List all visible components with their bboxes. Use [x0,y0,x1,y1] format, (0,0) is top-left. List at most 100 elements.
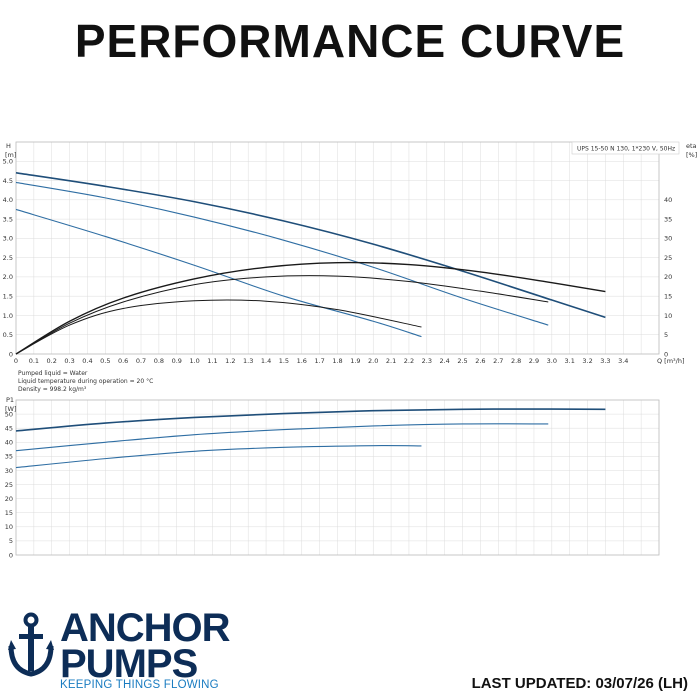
y-tick-label: 0 [9,551,13,559]
x-tick-label: 1.1 [207,357,217,365]
plot-frame-top [15,141,660,355]
x-axis-label: Q [m³/h] [657,357,685,365]
x-tick-label: 1.2 [225,357,235,365]
x-tick-label: 0.9 [172,357,182,365]
x-tick-label: 0.2 [47,357,57,365]
y-tick-label: 5.0 [3,158,13,166]
y-tick-label: 4.5 [3,177,13,185]
x-tick-label: 2.6 [475,357,485,365]
y-tick-label: 30 [5,467,13,475]
head-curve-2 [15,208,422,338]
x-tick-label: 0.1 [29,357,39,365]
x-tick-label: 1.4 [261,357,271,365]
x-tick-label: 2.5 [457,357,467,365]
x-tick-label: 0.3 [64,357,74,365]
y-tick-label: 20 [5,495,13,503]
y-tick-label: 4.0 [3,196,13,204]
x-tick-label: 2.3 [422,357,432,365]
grid-top [15,141,660,355]
x-tick-label: 1.9 [350,357,360,365]
x-tick-label: 2.7 [493,357,503,365]
x-tick-label: 0.5 [100,357,110,365]
y-tick-label: 3.5 [3,215,13,223]
y-axis-label-p1-unit: [W] [5,405,17,413]
y-tick-label: 0.5 [3,331,13,339]
x-tick-label: 3.0 [547,357,557,365]
efficiency-curve-4 [15,275,549,355]
y-tick-label: 50 [5,410,13,418]
y-tick-label: 10 [5,523,13,531]
y-tick-label: 5 [9,537,13,545]
anchor-icon [8,612,54,677]
y2-tick-label: 15 [664,292,672,300]
y-axis-label-p1: P1 [6,396,14,404]
x-tick-label: 1.6 [297,357,307,365]
y-axis-label-h-unit: [m] [5,151,16,159]
x-tick-label: 2.9 [529,357,539,365]
x-tick-label: 1.0 [189,357,199,365]
y2-tick-label: 40 [664,196,672,204]
note-temperature: Liquid temperature during operation = 20… [18,378,153,385]
brand-tagline: KEEPING THINGS FLOWING [60,679,219,691]
head-curve-0 [15,172,606,319]
y-tick-label: 35 [5,453,13,461]
y-tick-label: 2.0 [3,273,13,281]
x-tick-label: 2.4 [439,357,449,365]
power-curve-2 [15,445,422,469]
y2-tick-label: 35 [664,215,672,223]
y-tick-label: 15 [5,509,13,517]
efficiency-curve-3 [15,261,606,355]
x-tick-label: 1.3 [243,357,253,365]
x-tick-label: 0.4 [82,357,92,365]
last-updated: LAST UPDATED: 03/07/26 (LH) [471,675,688,692]
y2-axis-label-eta: eta [686,142,697,150]
y2-tick-label: 30 [664,235,672,243]
x-tick-label: 1.7 [314,357,324,365]
x-tick-label: 2.2 [404,357,414,365]
chart-label: UPS 15-50 N 130, 1*230 V, 50Hz [577,146,675,153]
series-bottom [15,408,606,469]
plot-frame-bottom [15,399,660,556]
company-logo: ANCHOR PUMPS KEEPING THINGS FLOWING [8,608,248,693]
brand-name-line2: PUMPS [60,642,198,686]
x-tick-label: 3.1 [565,357,575,365]
note-density: Density = 998.2 kg/m³ [18,386,87,393]
power-curve-0 [15,408,606,432]
x-tick-label: 0.6 [118,357,128,365]
chart-label-box [571,141,680,155]
x-tick-label: 1.8 [332,357,342,365]
x-tick-label: 1.5 [279,357,289,365]
x-tick-label: 0 [14,357,18,365]
x-tick-label: 0.7 [136,357,146,365]
efficiency-curve-5 [15,299,422,355]
y2-tick-label: 10 [664,312,672,320]
power-curve-1 [15,423,549,452]
y2-tick-label: 20 [664,273,672,281]
y-tick-label: 0 [9,350,13,358]
y2-tick-label: 25 [664,254,672,262]
note-liquid: Pumped liquid = Water [18,370,88,377]
y-axis-label-h: H [6,142,11,150]
y-tick-label: 1.5 [3,292,13,300]
y-tick-label: 2.5 [3,254,13,262]
series-top [15,172,606,355]
x-tick-label: 2.0 [368,357,378,365]
page-title: PERFORMANCE CURVE [74,15,626,67]
x-tick-label: 0.8 [154,357,164,365]
x-tick-label: 3.4 [618,357,628,365]
ticks-bottom: 0 5 10 15 20 25 30 35 40 45 50 [5,410,13,559]
ticks-top: 0 0.1 0.2 0.3 0.4 0.5 0.6 0.7 0.8 0.9 1.0 1.1 1.2 1.3… [3,158,673,365]
y2-tick-label: 0 [664,350,668,358]
brand-name-line1: ANCHOR [60,606,231,650]
y-tick-label: 1.0 [3,312,13,320]
x-tick-label: 2.1 [386,357,396,365]
y2-axis-label-eta-unit: [%] [686,151,697,159]
head-curve-1 [15,181,549,326]
y-tick-label: 45 [5,424,13,432]
x-tick-label: 3.2 [582,357,592,365]
x-tick-label: 3.3 [600,357,610,365]
y2-tick-label: 5 [664,331,668,339]
y-tick-label: 3.0 [3,235,13,243]
x-tick-label: 2.8 [511,357,521,365]
